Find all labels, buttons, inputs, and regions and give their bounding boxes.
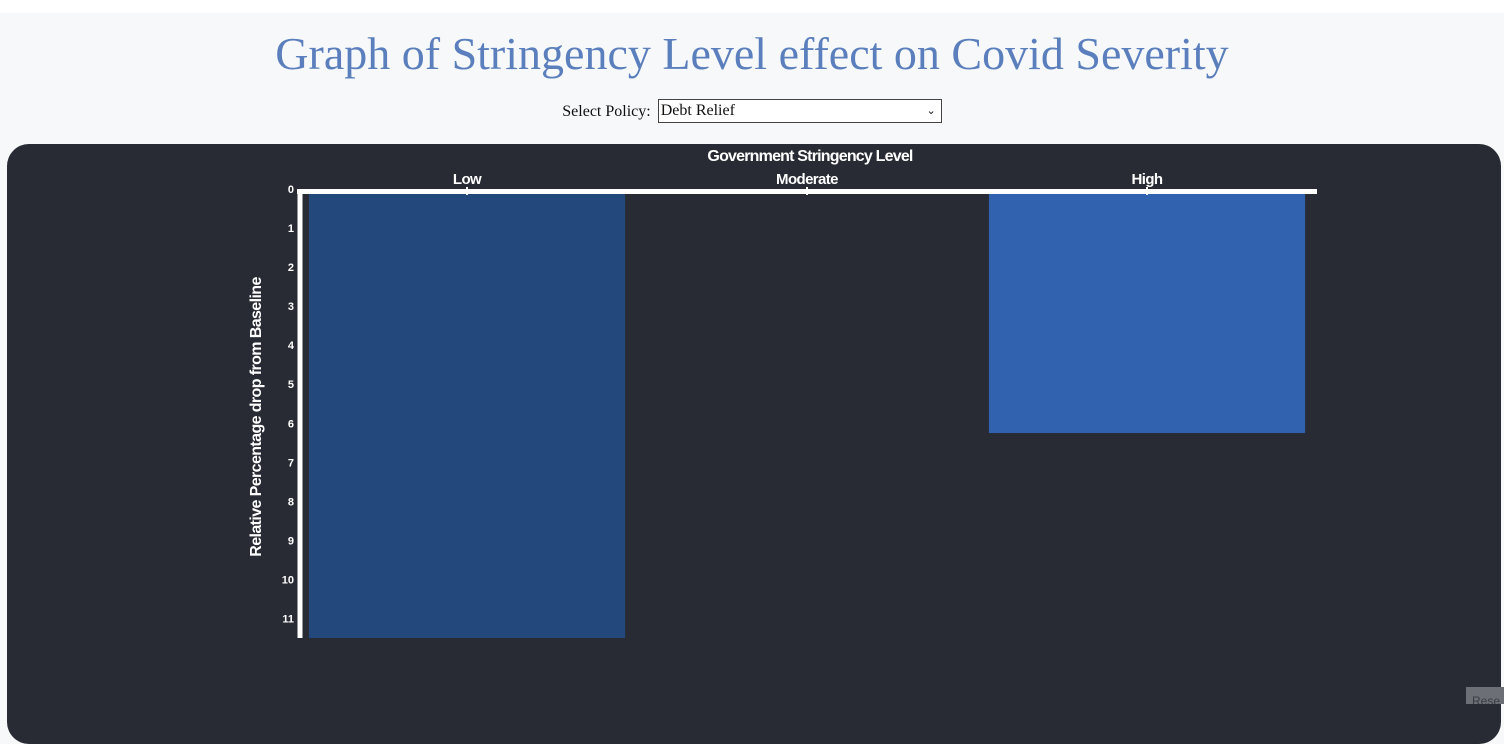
y-tick-label-10: 10 (282, 574, 294, 586)
chart-title: Government Stringency Level (707, 148, 912, 165)
policy-select[interactable]: Debt Relief ⌄ (657, 99, 942, 123)
bar-high (988, 189, 1306, 434)
y-tick-label-4: 4 (288, 340, 295, 352)
page-title: Graph of Stringency Level effect on Covi… (275, 28, 1229, 79)
y-tick-label-5: 5 (288, 379, 294, 391)
y-tick-label-7: 7 (288, 457, 294, 469)
y-tick-label-8: 8 (288, 496, 294, 508)
policy-selector-row: Select Policy: Debt Relief ⌄ (0, 99, 1504, 125)
y-tick-label-1: 1 (288, 223, 294, 235)
x-tick-label-high: High (1132, 171, 1163, 188)
y-axis-label: Relative Percentage drop from Baseline (248, 277, 265, 557)
x-tick-label-low: Low (453, 171, 482, 188)
y-tick-label-3: 3 (288, 301, 294, 313)
y-tick-label-2: 2 (288, 262, 294, 274)
chevron-down-icon: ⌄ (926, 105, 936, 117)
y-tick-label-11: 11 (282, 613, 294, 625)
reset-button[interactable]: Rese (1466, 687, 1504, 704)
policy-select-value: Debt Relief (660, 102, 735, 119)
x-tick-label-moderate: Moderate (776, 171, 838, 188)
chart-panel: Low Moderate High 0 1 2 3 4 5 6 7 8 9 10 11 Governmen… (7, 144, 1501, 744)
y-tick-label-9: 9 (288, 535, 294, 547)
bar-low (308, 189, 626, 638)
bar-chart: Low Moderate High 0 1 2 3 4 5 6 7 8 9 10 11 Governmen… (248, 148, 1317, 638)
top-bar (0, 0, 1504, 13)
y-tick-label-0: 0 (288, 184, 294, 196)
policy-select-label: Select Policy: (562, 103, 651, 120)
y-tick-label-6: 6 (288, 418, 294, 430)
